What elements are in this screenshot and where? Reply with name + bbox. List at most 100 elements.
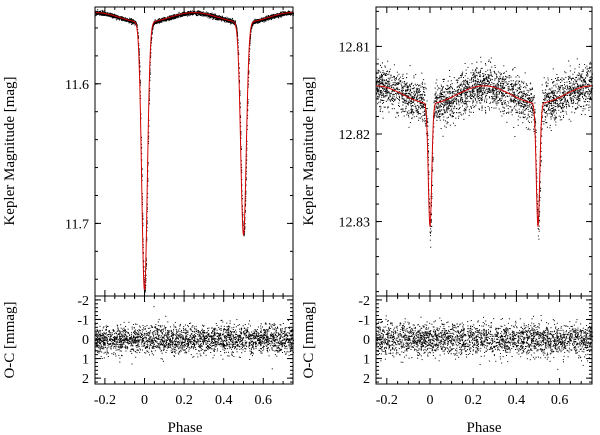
data-point xyxy=(286,13,288,15)
residual-point xyxy=(215,338,217,340)
residual-point xyxy=(261,335,263,337)
data-point xyxy=(133,21,135,23)
residual-point xyxy=(186,346,188,348)
residual-point xyxy=(172,341,174,343)
residual-point xyxy=(267,336,269,338)
residual-point xyxy=(205,338,207,339)
residual-point xyxy=(169,339,171,341)
residual-point xyxy=(159,334,161,336)
residual-point xyxy=(211,345,213,347)
residual-point xyxy=(166,330,168,332)
residual-point xyxy=(267,340,269,342)
residual-point xyxy=(144,333,146,335)
data-point xyxy=(155,21,157,23)
data-point xyxy=(96,13,98,15)
data-point xyxy=(133,23,135,25)
data-point xyxy=(284,13,286,15)
residual-point xyxy=(230,343,232,345)
residual-point xyxy=(281,329,283,331)
data-point xyxy=(163,16,165,18)
residual-point xyxy=(184,344,186,346)
residual-point xyxy=(130,341,132,343)
residual-point xyxy=(162,333,164,335)
data-point xyxy=(263,17,264,19)
residual-point xyxy=(171,348,173,350)
residual-point xyxy=(228,334,230,336)
residual-point xyxy=(267,347,269,349)
residual-point xyxy=(149,337,151,339)
data-point xyxy=(224,17,226,18)
residual-point xyxy=(245,343,247,345)
residual-point xyxy=(220,330,222,331)
residual-point xyxy=(133,336,135,338)
residual-point xyxy=(115,355,117,357)
residual-point xyxy=(232,347,234,348)
residual-point xyxy=(214,327,216,329)
residual-point xyxy=(153,326,155,328)
residual-point xyxy=(189,339,191,341)
data-point xyxy=(236,31,238,33)
data-point xyxy=(153,24,155,26)
residual-point xyxy=(249,350,251,352)
data-point xyxy=(246,147,248,149)
data-point xyxy=(142,222,144,224)
residual-point xyxy=(158,334,159,336)
data-point xyxy=(277,14,279,16)
residual-point xyxy=(185,329,187,331)
data-point xyxy=(271,16,273,18)
data-point xyxy=(148,132,150,134)
residual-point xyxy=(228,332,230,334)
residual-point xyxy=(267,331,268,333)
residual-point xyxy=(161,325,163,327)
residual-point xyxy=(99,350,101,352)
residual-point xyxy=(131,335,132,337)
residual-point xyxy=(145,346,147,348)
data-point xyxy=(113,14,115,16)
data-point xyxy=(255,19,257,21)
data-point xyxy=(246,160,248,162)
residual-point xyxy=(99,337,101,339)
data-point xyxy=(121,19,123,21)
residual-point xyxy=(119,346,121,348)
residual-point xyxy=(269,328,271,329)
residual-point xyxy=(172,337,174,339)
residual-point xyxy=(98,335,100,337)
data-point xyxy=(201,15,202,17)
data-point xyxy=(205,15,207,17)
data-point xyxy=(276,16,278,18)
residual-point xyxy=(231,351,233,353)
residual-point xyxy=(229,347,231,349)
residual-point xyxy=(194,334,196,336)
data-point xyxy=(134,21,136,23)
residual-point xyxy=(151,353,153,355)
data-point xyxy=(230,21,232,23)
residual-point xyxy=(223,325,225,327)
residual-point xyxy=(144,343,146,344)
data-point xyxy=(282,11,284,13)
residual-point xyxy=(150,344,151,346)
residual-point xyxy=(252,353,254,355)
residual-point xyxy=(224,337,226,339)
residual-point xyxy=(256,342,257,344)
residual-point xyxy=(122,336,124,338)
residual-point xyxy=(260,327,262,329)
residual-point xyxy=(153,343,155,345)
residual-point xyxy=(192,346,194,348)
data-point xyxy=(272,17,274,19)
residual-point xyxy=(268,330,270,332)
data-point xyxy=(237,47,239,49)
residual-point xyxy=(222,333,223,335)
data-point xyxy=(278,14,280,16)
residual-point xyxy=(112,334,114,336)
residual-point xyxy=(99,339,101,341)
residual-point xyxy=(261,340,263,342)
residual-point xyxy=(235,346,236,348)
data-point xyxy=(250,36,251,38)
residual-point xyxy=(139,326,141,328)
residual-point xyxy=(204,331,205,333)
residual-point xyxy=(169,343,171,345)
residual-point xyxy=(290,330,292,331)
residual-point xyxy=(174,351,176,352)
data-point xyxy=(150,55,152,57)
residual-point xyxy=(238,338,240,340)
